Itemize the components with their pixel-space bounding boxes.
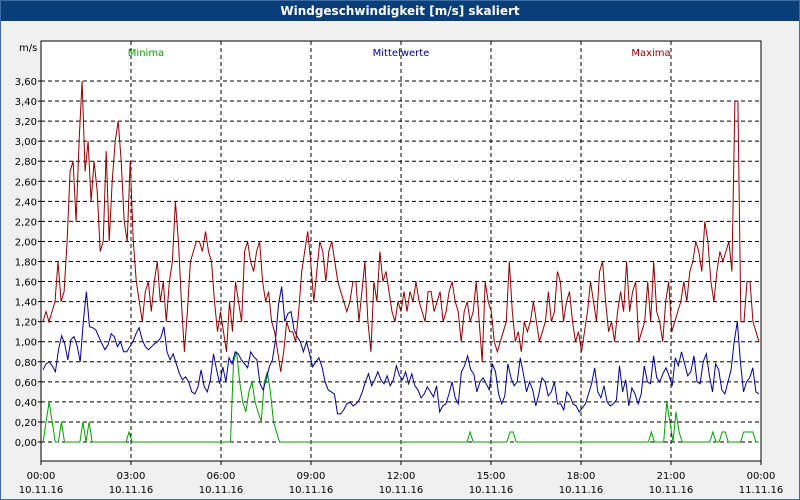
series-line-maxima <box>42 80 760 372</box>
legend-mittelwerte: Mittelwerte <box>373 48 430 59</box>
y-tick-label: 3,00 <box>15 137 37 148</box>
y-tick-label: 0,40 <box>15 398 37 409</box>
y-tick-label: 0,20 <box>15 418 37 429</box>
x-tick-date: 10.11.16 <box>199 485 244 496</box>
x-tick-date: 10.11.16 <box>379 485 424 496</box>
x-tick-time: 06:00 <box>207 471 236 482</box>
legend: Minima Mittelwerte Maxima <box>128 48 671 59</box>
x-axis-ticks: 00:00 10.11.16 03:00 10.11.16 06:00 10.11.16 0… <box>19 461 784 496</box>
y-axis-ticks: 0,00 0,20 0,40 0,60 0,80 1,00 1,20 1,40 1,60 1,80… <box>15 77 41 449</box>
legend-maxima: Maxima <box>631 48 670 59</box>
x-tick-date: 10.11.16 <box>559 485 604 496</box>
series-lines <box>42 80 760 443</box>
x-tick-date: 10.11.16 <box>469 485 514 496</box>
y-tick-label: 3,20 <box>15 117 37 128</box>
window-title: Windgeschwindigkeit [m/s] skaliert <box>1 1 799 21</box>
x-tick-time: 12:00 <box>387 471 416 482</box>
line-chart: 0,00 0,20 0,40 0,60 0,80 1,00 1,20 1,40 1,60 1,80… <box>15 40 784 496</box>
x-tick-time: 03:00 <box>117 471 146 482</box>
y-axis-label: m/s <box>19 43 37 54</box>
y-tick-label: 1,80 <box>15 258 37 269</box>
x-tick-date: 11.11.16 <box>739 485 784 496</box>
x-tick-time: 15:00 <box>477 471 506 482</box>
x-tick-date: 10.11.16 <box>109 485 154 496</box>
y-tick-label: 2,80 <box>15 157 37 168</box>
x-tick-time: 09:00 <box>297 471 326 482</box>
y-tick-label: 0,00 <box>15 438 37 449</box>
y-tick-label: 2,60 <box>15 177 37 188</box>
y-tick-label: 3,60 <box>15 77 37 88</box>
x-tick-time: 00:00 <box>747 471 776 482</box>
y-tick-label: 1,60 <box>15 278 37 289</box>
y-tick-label: 2,40 <box>15 197 37 208</box>
x-tick-time: 21:00 <box>657 471 686 482</box>
y-tick-label: 2,20 <box>15 217 37 228</box>
x-tick-date: 10.11.16 <box>19 485 64 496</box>
y-tick-label: 2,00 <box>15 237 37 248</box>
series-line-mittelwerte <box>42 286 760 415</box>
y-tick-label: 0,80 <box>15 358 37 369</box>
y-tick-label: 3,40 <box>15 97 37 108</box>
series-line-minima <box>42 351 759 443</box>
y-tick-label: 1,40 <box>15 298 37 309</box>
grid-vertical <box>130 41 672 461</box>
y-tick-label: 1,20 <box>15 318 37 329</box>
y-tick-label: 1,00 <box>15 338 37 349</box>
x-tick-time: 18:00 <box>567 471 596 482</box>
legend-minima: Minima <box>128 48 164 59</box>
y-tick-label: 0,60 <box>15 378 37 389</box>
x-tick-date: 10.11.16 <box>289 485 334 496</box>
x-tick-date: 10.11.16 <box>649 485 694 496</box>
x-tick-time: 00:00 <box>27 471 56 482</box>
